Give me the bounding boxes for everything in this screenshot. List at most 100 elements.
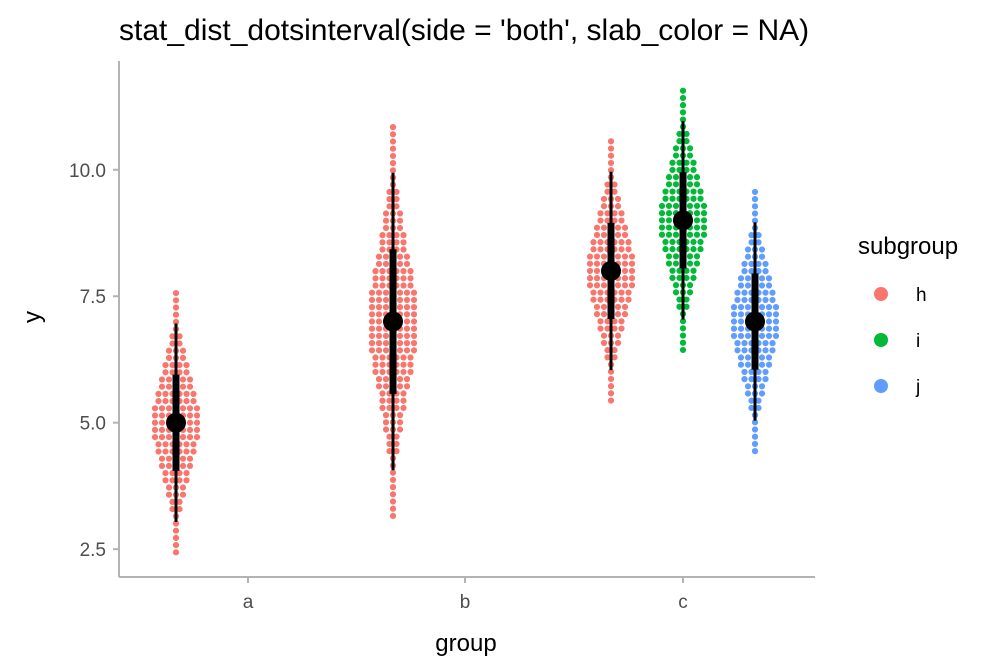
dot — [751, 203, 759, 210]
dot — [400, 404, 407, 412]
dot — [396, 260, 404, 268]
dot — [755, 376, 762, 383]
dot — [183, 398, 190, 405]
interval-c-j — [745, 222, 765, 421]
dot — [176, 340, 183, 347]
dot — [737, 311, 745, 318]
dot — [396, 289, 404, 296]
dot — [765, 354, 773, 361]
dot — [165, 462, 173, 470]
dot — [690, 246, 697, 253]
dot — [379, 390, 386, 397]
interval-a-h — [166, 323, 186, 522]
dot — [748, 268, 755, 275]
dot — [368, 304, 376, 311]
dot — [593, 260, 601, 267]
dot — [389, 476, 397, 484]
dot — [676, 274, 683, 282]
dot — [400, 282, 407, 289]
dot — [628, 253, 636, 260]
dot — [176, 498, 183, 506]
dot — [683, 130, 690, 138]
dot — [621, 267, 629, 275]
dot — [683, 166, 690, 174]
dot — [590, 239, 597, 246]
dot — [597, 239, 604, 246]
dot — [172, 542, 180, 549]
dot — [165, 376, 173, 383]
dot — [586, 267, 594, 275]
dot — [372, 354, 379, 361]
dot — [400, 354, 407, 361]
dot — [410, 340, 418, 347]
dot — [179, 405, 187, 412]
dot — [683, 267, 690, 274]
dot — [741, 260, 748, 268]
dot — [169, 362, 176, 369]
dot — [690, 267, 697, 274]
dot — [155, 398, 162, 405]
dot — [755, 268, 762, 275]
dot — [751, 419, 759, 426]
dot — [379, 368, 386, 376]
dot — [186, 412, 194, 419]
dot — [368, 296, 376, 304]
dot — [593, 231, 601, 239]
dot — [193, 405, 201, 412]
dot — [700, 231, 708, 238]
dot — [382, 289, 390, 296]
dot — [611, 188, 618, 195]
dot — [186, 455, 194, 462]
dot — [604, 188, 611, 195]
dot — [669, 238, 676, 246]
dot — [765, 361, 773, 368]
dot — [169, 498, 176, 506]
dot — [737, 325, 745, 332]
dot — [604, 347, 611, 354]
dot — [607, 152, 615, 159]
dot — [693, 202, 701, 210]
dot — [386, 203, 393, 210]
dot — [179, 491, 187, 498]
dot — [375, 325, 383, 332]
dot — [658, 231, 666, 238]
dot — [772, 304, 780, 311]
dot — [179, 434, 187, 441]
dot — [618, 246, 625, 253]
dot — [737, 318, 745, 325]
dot — [730, 318, 738, 325]
dot — [179, 383, 187, 390]
dot — [165, 383, 173, 390]
dot — [597, 246, 604, 253]
dot — [382, 210, 390, 217]
dot — [679, 332, 687, 339]
dot — [611, 210, 618, 217]
dot — [389, 145, 397, 152]
dot — [379, 404, 386, 412]
dot — [155, 448, 162, 455]
dot — [368, 325, 376, 332]
dot — [614, 231, 622, 239]
dot — [772, 332, 780, 340]
dot — [593, 275, 601, 282]
dot — [758, 275, 766, 282]
dot — [621, 303, 629, 311]
dot — [762, 289, 769, 296]
dot — [669, 195, 676, 202]
dot — [379, 246, 386, 253]
dot — [679, 318, 687, 325]
dot — [758, 361, 766, 368]
dot — [190, 448, 197, 455]
dot — [607, 138, 615, 145]
dot — [600, 303, 608, 311]
dot — [393, 203, 400, 210]
interval-b-h — [383, 172, 403, 471]
dot — [748, 239, 755, 246]
dot — [618, 210, 625, 217]
dot — [393, 188, 400, 196]
dot — [665, 224, 673, 231]
dot — [744, 246, 752, 253]
dot — [382, 253, 390, 260]
dot — [665, 253, 673, 260]
legend-label-h: h — [916, 285, 927, 306]
